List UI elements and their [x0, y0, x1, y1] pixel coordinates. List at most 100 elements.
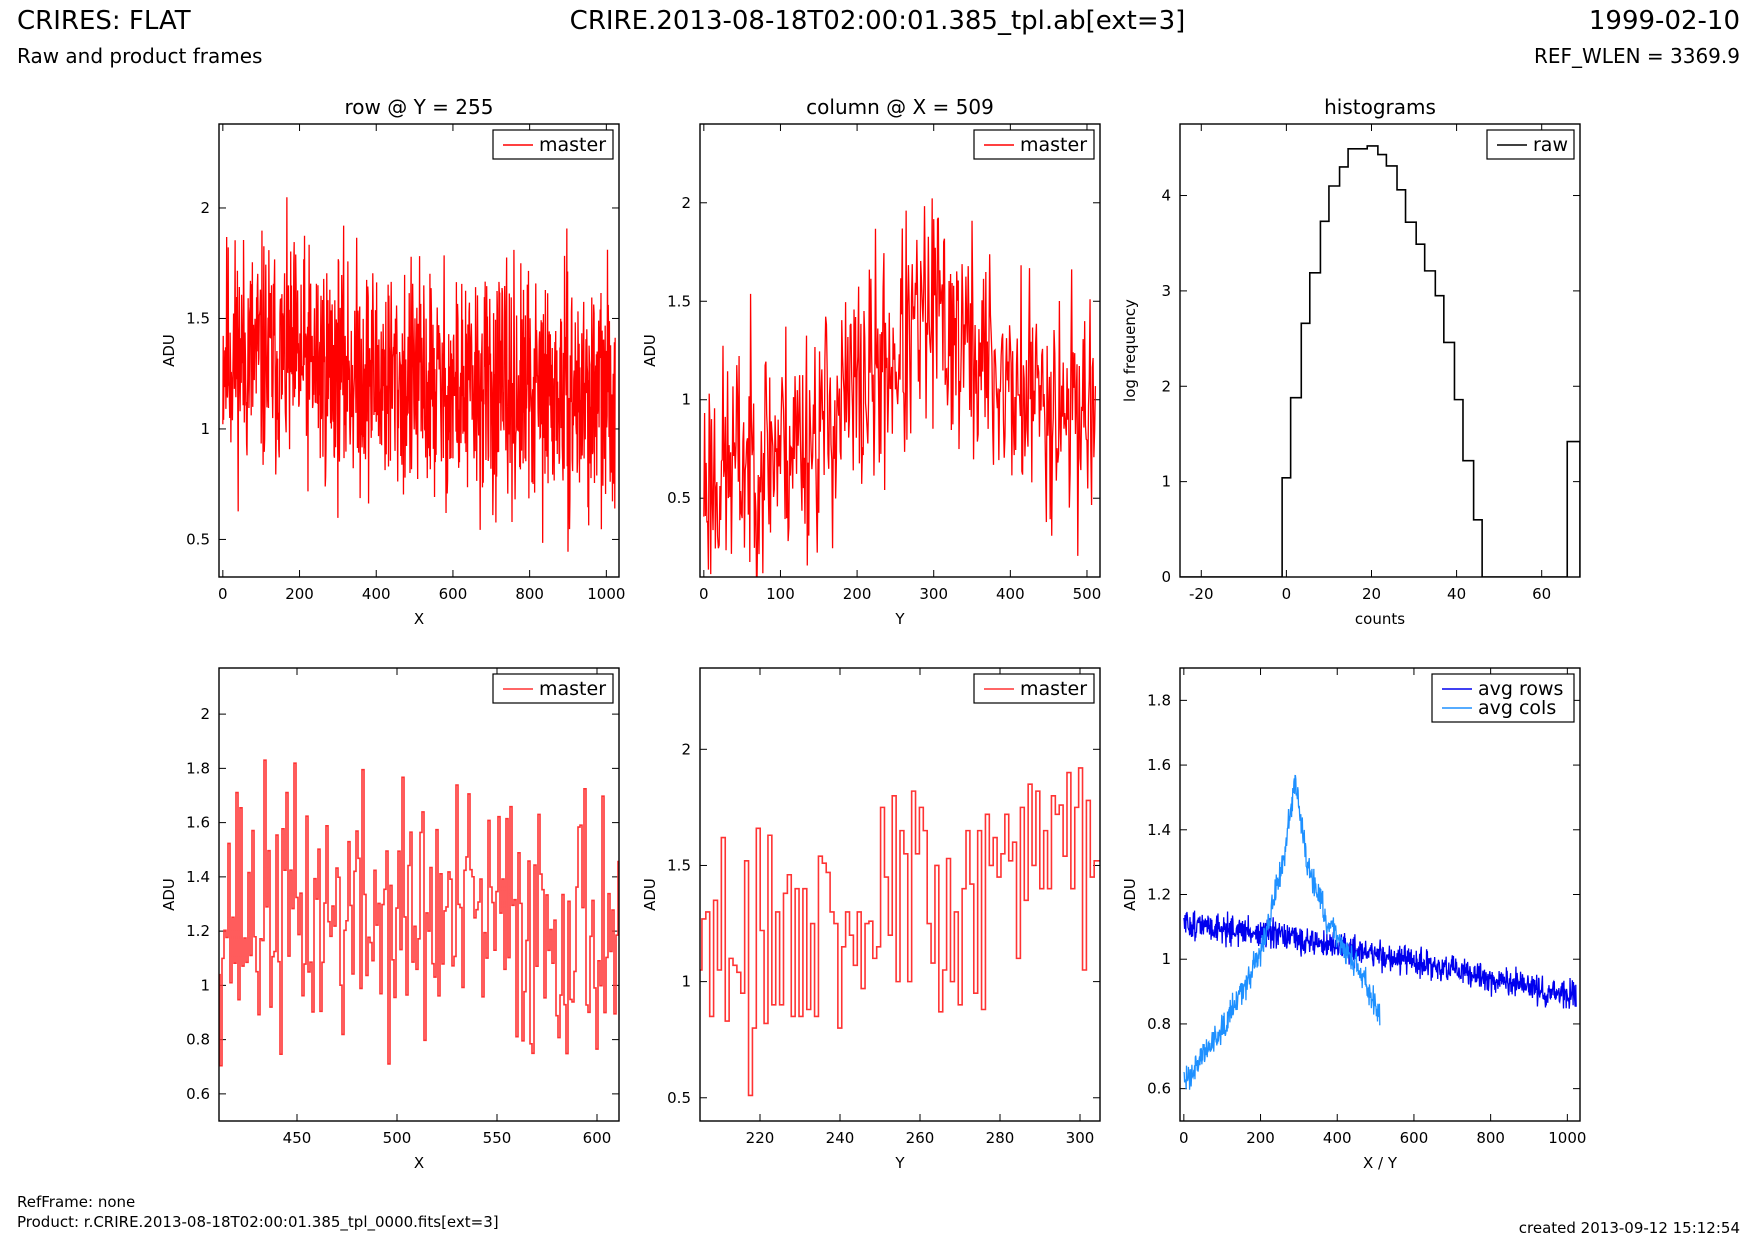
x-tick-label: 500 — [383, 1129, 412, 1147]
y-tick-label: 1.5 — [186, 309, 210, 327]
legend: master — [492, 673, 614, 704]
x-tick-label: 450 — [283, 1129, 312, 1147]
series-line-master — [219, 759, 619, 1067]
legend-label: master — [539, 678, 606, 700]
x-tick-label: 200 — [1246, 1129, 1275, 1147]
x-tick-label: 40 — [1447, 585, 1466, 603]
y-tick-label: 1.5 — [667, 856, 691, 874]
x-tick-label: 1000 — [1548, 1129, 1586, 1147]
y-tick-label: 0.5 — [186, 530, 210, 548]
created-label: created 2013-09-12 15:12:54 — [1518, 1219, 1740, 1237]
x-tick-label: 220 — [746, 1129, 775, 1147]
chart-title: histograms — [1324, 95, 1436, 119]
x-tick-label: 400 — [362, 585, 391, 603]
plot-frame — [218, 123, 620, 578]
y-tick-label: 1.6 — [186, 814, 210, 832]
y-tick-label: 2 — [681, 194, 691, 212]
y-tick-label: 1 — [200, 420, 210, 438]
x-tick-label: 600 — [1400, 1129, 1429, 1147]
x-tick-label: 100 — [766, 585, 795, 603]
plot-frame — [218, 667, 620, 1122]
y-tick-label: 2 — [200, 705, 210, 723]
y-tick-label: 1.6 — [1147, 756, 1171, 774]
x-tick-label: 200 — [285, 585, 314, 603]
y-tick-label: 2 — [1161, 377, 1171, 395]
y-tick-label: 0.5 — [667, 1089, 691, 1107]
series-line-avg-cols — [1183, 774, 1381, 1090]
y-axis-label: ADU — [641, 878, 659, 911]
x-tick-label: -20 — [1189, 585, 1214, 603]
plot-area — [703, 198, 1097, 577]
chart-title: row @ Y = 255 — [345, 95, 494, 119]
y-axis-label: log frequency — [1121, 299, 1139, 402]
y-tick-label: 1.8 — [186, 759, 210, 777]
y-tick-label: 0 — [1161, 568, 1171, 586]
y-tick-label: 1.2 — [186, 922, 210, 940]
y-tick-label: 0.6 — [1147, 1080, 1171, 1098]
legend: master — [973, 129, 1095, 160]
legend-label: master — [1020, 678, 1087, 700]
x-tick-label: 600 — [439, 585, 468, 603]
y-tick-label: 1.8 — [1147, 691, 1171, 709]
x-tick-label: 200 — [843, 585, 872, 603]
x-axis-label: X / Y — [1363, 1154, 1398, 1172]
chart-row-full: row @ Y = 255 X ADU 0 200 400 600 800 1000 0.5 1 1.… — [160, 95, 625, 628]
plot-area — [1180, 145, 1580, 577]
y-tick-label: 0.8 — [1147, 1015, 1171, 1033]
y-tick-label: 4 — [1161, 187, 1171, 205]
x-tick-label: 550 — [483, 1129, 512, 1147]
page-title: CRIRES: FLAT — [17, 6, 191, 36]
x-tick-label: 0 — [1179, 1129, 1189, 1147]
y-tick-label: 0.5 — [667, 489, 691, 507]
x-tick-label: 0 — [218, 585, 228, 603]
chart-avg: X / Y ADU 0 200 400 600 800 1000 0.6 0.8 1 1.2 1.4 1.… — [1121, 667, 1586, 1172]
plot-frame — [699, 667, 1101, 1122]
x-tick-label: 60 — [1532, 585, 1551, 603]
x-axis-label: Y — [894, 610, 905, 628]
chart-hist: histograms counts log frequency -20 0 20 40 60 0… — [1121, 95, 1581, 628]
series-line-raw — [1180, 145, 1580, 577]
y-axis-label: ADU — [160, 878, 178, 911]
y-tick-label: 1 — [1161, 473, 1171, 491]
plot-frame — [1179, 667, 1581, 1122]
x-tick-label: 280 — [986, 1129, 1015, 1147]
x-tick-label: 300 — [1066, 1129, 1095, 1147]
y-tick-label: 1.2 — [1147, 886, 1171, 904]
y-tick-label: 1.4 — [186, 868, 210, 886]
y-tick-label: 0.8 — [186, 1031, 210, 1049]
y-axis-label: ADU — [160, 334, 178, 367]
y-tick-label: 1 — [1161, 950, 1171, 968]
plot-frame — [699, 123, 1101, 578]
legend-label: raw — [1533, 134, 1568, 156]
x-tick-label: 240 — [826, 1129, 855, 1147]
y-axis-label: ADU — [1121, 878, 1139, 911]
chart-col-full: column @ X = 509 Y ADU 0 100 200 300 400 500 0.5 1… — [641, 95, 1101, 628]
legend: raw — [1486, 129, 1575, 160]
x-tick-label: 500 — [1073, 585, 1102, 603]
date-label: 1999-02-10 — [1588, 6, 1740, 36]
chart-col-zoom: Y ADU 220 240 260 280 300 0.5 1 1.5 2 master — [641, 667, 1101, 1172]
x-tick-label: 1000 — [587, 585, 625, 603]
x-tick-label: 260 — [906, 1129, 935, 1147]
refframe-label: RefFrame: none — [17, 1193, 136, 1211]
plot-area — [222, 197, 616, 552]
x-tick-label: 600 — [583, 1129, 612, 1147]
legend-label: avg cols — [1478, 697, 1556, 719]
plot-area — [219, 759, 619, 1067]
x-axis-label: X — [414, 610, 424, 628]
plot-frame — [1179, 123, 1581, 578]
legend-label: avg rows — [1478, 678, 1563, 700]
x-tick-label: 0 — [699, 585, 709, 603]
chart-row-zoom: X ADU 450 500 550 600 0.6 0.8 1 1.2 1.4 1.6 1.8 2 mast… — [160, 667, 620, 1172]
page-subtitle: Raw and product frames — [17, 44, 263, 68]
product-label: Product: r.CRIRE.2013-08-18T02:00:01.385… — [17, 1213, 499, 1231]
series-line-avg-rows — [1183, 910, 1577, 1009]
legend: master — [492, 129, 614, 160]
x-tick-label: 300 — [919, 585, 948, 603]
y-tick-label: 1.5 — [667, 292, 691, 310]
plot-area — [1183, 774, 1577, 1090]
legend-box — [1431, 673, 1575, 723]
x-tick-label: 800 — [1476, 1129, 1505, 1147]
